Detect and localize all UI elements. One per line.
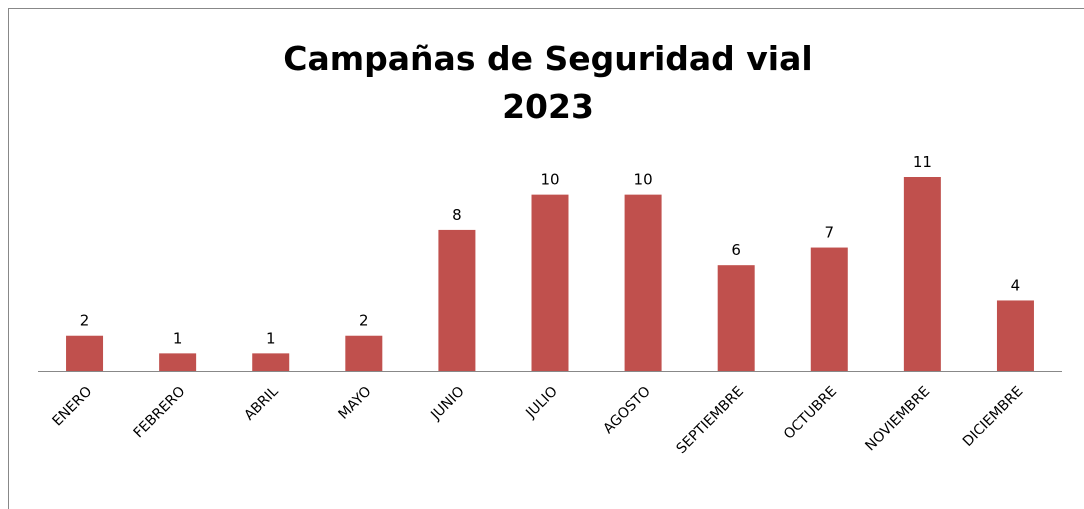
bar [531, 194, 569, 371]
value-label: 7 [824, 224, 834, 242]
x-tick-label: NOVIEMBRE [862, 384, 933, 455]
value-label: 10 [634, 171, 653, 189]
chart-title: 2023 [502, 87, 594, 126]
x-tick-label: ABRIL [241, 383, 281, 423]
bar [717, 265, 755, 371]
value-label: 1 [266, 329, 276, 347]
x-tick-label: JUNIO [427, 384, 467, 424]
x-tick-label: OCTUBRE [781, 384, 840, 443]
x-tick-label: SEPTIEMBRE [673, 384, 747, 458]
bar [438, 229, 476, 371]
x-tick-label: JULIO [522, 384, 560, 422]
value-label: 2 [359, 312, 369, 330]
value-label: 2 [80, 312, 90, 330]
bar [996, 300, 1034, 371]
bar [66, 335, 104, 371]
x-tick-label: FEBRERO [131, 384, 189, 442]
x-tick-label: AGOSTO [600, 384, 654, 438]
value-label: 8 [452, 206, 462, 224]
chart-title: Campañas de Seguridad vial [283, 39, 812, 78]
bar [345, 335, 383, 371]
value-label: 6 [731, 241, 741, 259]
bar [159, 353, 197, 371]
bar [810, 247, 848, 371]
x-tick-label: ENERO [49, 384, 95, 430]
chart-border [8, 8, 1084, 509]
value-label: 11 [913, 153, 932, 171]
value-label: 1 [173, 329, 183, 347]
bar [624, 194, 662, 371]
bar [903, 177, 941, 371]
x-tick-label: DICIEMBRE [960, 384, 1026, 450]
bar [252, 353, 290, 371]
x-tick-label: MAYO [335, 384, 374, 423]
value-label: 4 [1011, 276, 1021, 294]
value-label: 10 [540, 171, 559, 189]
